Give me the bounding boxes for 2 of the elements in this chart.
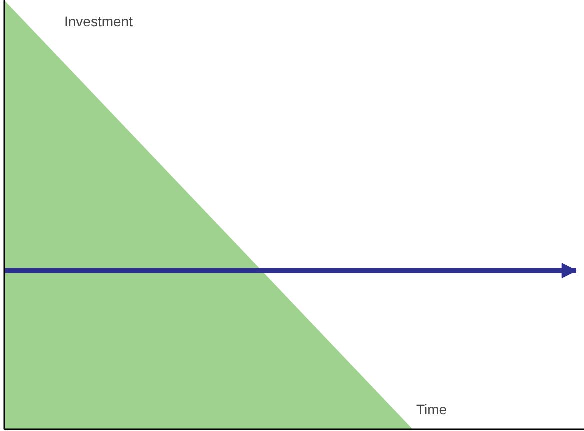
y-axis-title: Investment	[64, 14, 134, 30]
x-axis-title: Time	[416, 402, 448, 418]
